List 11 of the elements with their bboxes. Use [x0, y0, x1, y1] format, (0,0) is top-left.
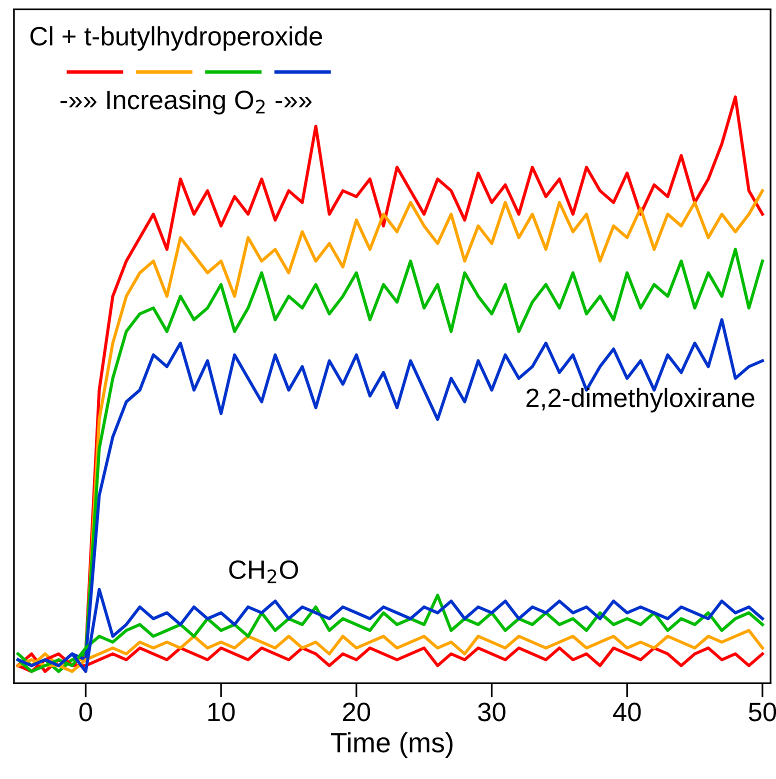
x-tick-label: 40 — [613, 702, 641, 722]
annotation: -»» Increasing O$_{2}$ -»» — [60, 90, 312, 115]
legend-title: Cl + t-butylhydroperoxide — [30, 26, 322, 51]
x-tick-label: 10 — [208, 702, 235, 722]
annotation: 2,2-dimethyloxirane — [526, 388, 754, 412]
x-tick-label: 0 — [79, 702, 92, 722]
annotation: CH$_{2}$O — [229, 560, 298, 584]
x-axis-title: Time (ms) — [330, 732, 453, 758]
x-tick-label: 30 — [478, 702, 506, 722]
x-tick-label: 50 — [748, 702, 776, 722]
x-tick-label: 20 — [343, 702, 370, 722]
